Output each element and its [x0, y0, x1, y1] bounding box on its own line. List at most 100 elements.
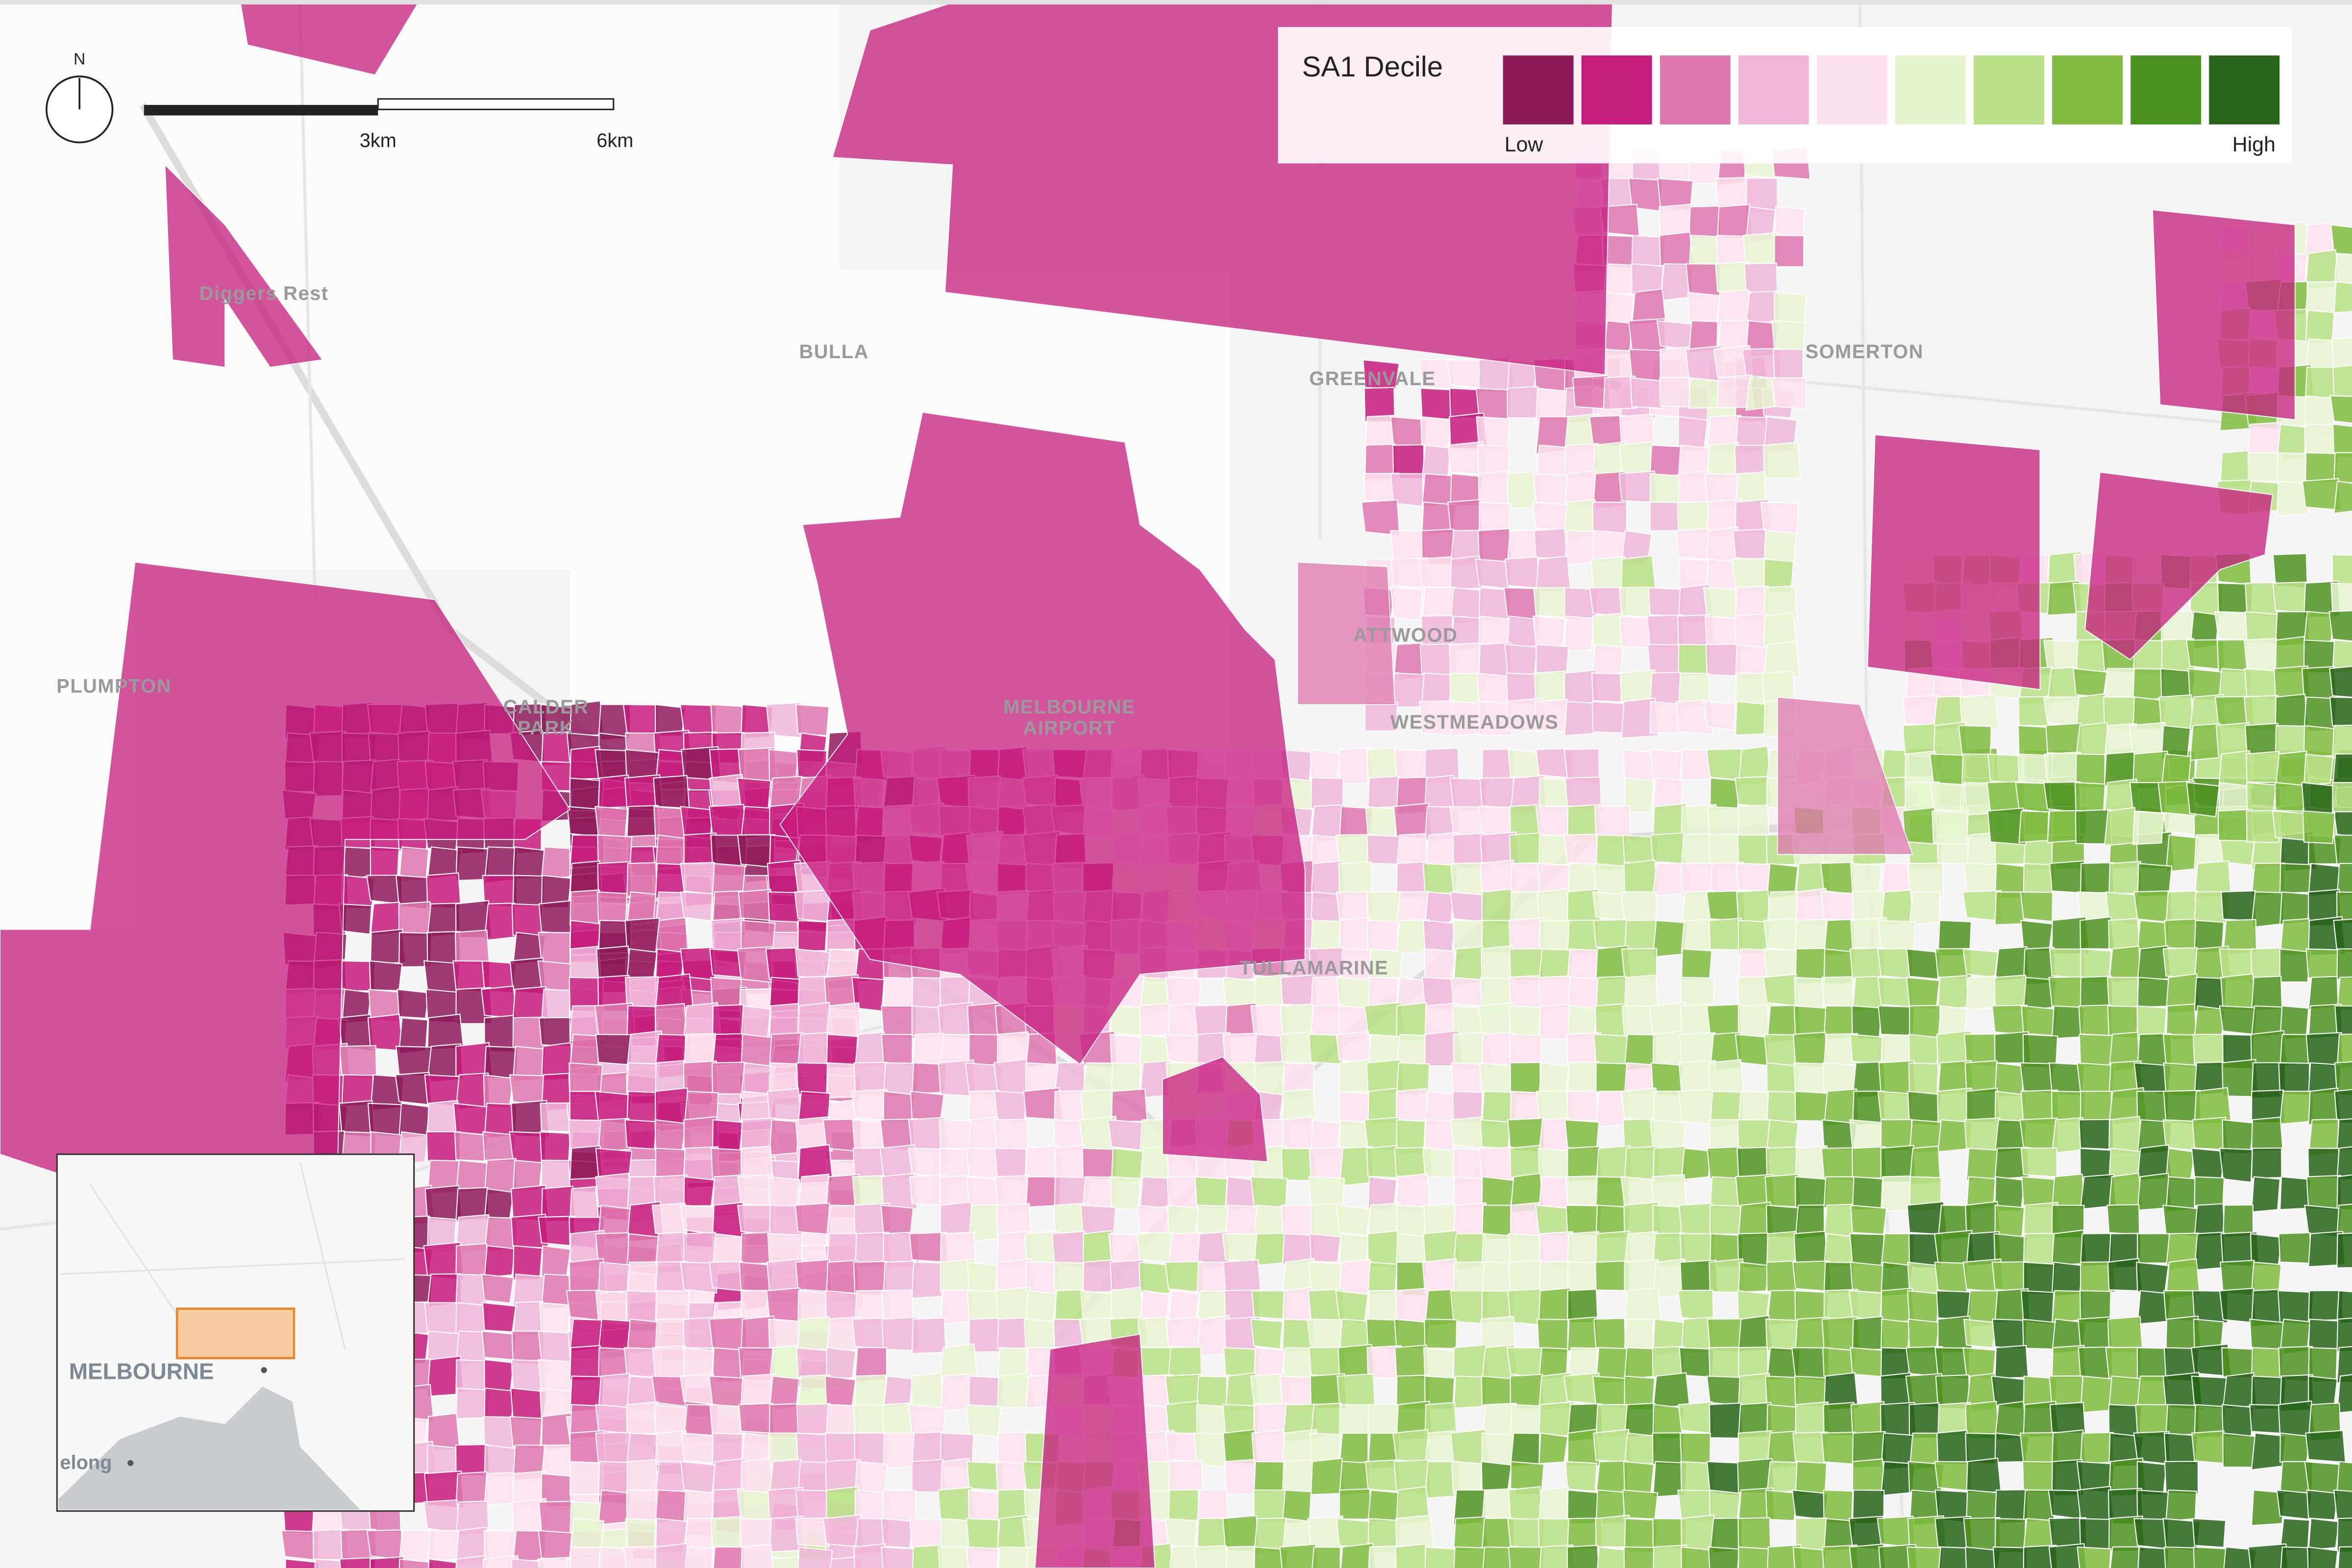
sa1-area [1688, 205, 1722, 240]
sa1-area [797, 920, 828, 952]
sa1-area [1392, 1429, 1432, 1464]
inset-roads [60, 1161, 405, 1349]
sa1-area [2336, 1461, 2352, 1494]
sa1-area [1687, 292, 1721, 324]
sa1-area [2079, 1033, 2114, 1068]
sa1-area [1708, 1546, 1740, 1568]
place-label: TULLAMARINE [1239, 957, 1388, 979]
sa1-area [2137, 977, 2171, 1008]
sa1-area [881, 1033, 913, 1066]
sa1-area [1338, 1488, 1372, 1520]
sa1-area [424, 1302, 461, 1336]
sa1-area [1963, 863, 1998, 896]
sa1-area [2336, 1232, 2352, 1269]
sa1-area [1763, 612, 1797, 647]
sa1-area [1338, 1432, 1369, 1466]
sa1-area [2078, 1316, 2113, 1350]
sa1-area [1763, 917, 1800, 952]
sa1-area [1337, 1373, 1376, 1407]
sa1-area [1253, 1061, 1287, 1096]
sa1-area [967, 1261, 999, 1293]
sa1-area [796, 1403, 832, 1435]
sa1-area [2336, 863, 2352, 897]
sa1-area [1822, 1544, 1859, 1568]
sa1-area [712, 1061, 745, 1095]
sa1-area [2219, 1148, 2253, 1183]
sa1-area [998, 1546, 1031, 1568]
sa1-area [2162, 1204, 2201, 1238]
sa1-area [1139, 1176, 1171, 1210]
sa1-area [938, 1546, 972, 1568]
sa1-area [1849, 1233, 1885, 1268]
place-label: Diggers Rest [199, 283, 329, 304]
sa1-area [1595, 1062, 1629, 1093]
legend: SA1 Decile Low High [1278, 27, 2292, 164]
sa1-area [2334, 1005, 2352, 1037]
scale-label: 6km [596, 130, 633, 151]
sa1-area [1390, 587, 1423, 621]
sa1-area [2279, 1033, 2310, 1067]
sa1-area [709, 1261, 744, 1292]
sa1-area [1423, 1347, 1457, 1380]
sa1-area [2137, 1546, 2170, 1568]
sa1-area [2279, 1090, 2314, 1125]
sa1-area [1766, 1404, 1799, 1435]
sa1-area [1624, 1319, 1654, 1351]
sa1-area [910, 1090, 945, 1121]
sa1-area [484, 1472, 516, 1506]
sa1-area [1821, 1147, 1857, 1182]
sa1-area [1994, 891, 2025, 926]
sa1-area [2279, 1432, 2311, 1463]
sa1-area [883, 1260, 917, 1294]
sa1-area [1310, 777, 1344, 810]
sa1-area [654, 1119, 687, 1152]
sa1-area [2276, 452, 2307, 485]
sa1-area [2336, 1317, 2352, 1352]
sa1-area [1567, 1261, 1603, 1294]
sa1-area [2136, 1261, 2169, 1294]
sa1-area [1366, 891, 1400, 924]
sa1-area [2336, 1174, 2352, 1211]
sa1-area [2328, 610, 2352, 642]
sa1-area [1652, 1372, 1690, 1409]
sa1-area [1335, 1290, 1369, 1325]
sa1-area [2105, 1347, 2142, 1382]
sa1-area [712, 1033, 744, 1067]
sa1-area [1766, 1091, 1802, 1124]
sa1-area [1504, 556, 1540, 589]
sa1-area [1794, 977, 1826, 1009]
sa1-area [2336, 1203, 2352, 1238]
sa1-area [779, 412, 1306, 1065]
sa1-area [596, 891, 628, 925]
sa1-area [2307, 1375, 2338, 1406]
sa1-area [1621, 555, 1657, 591]
sa1-area [595, 1033, 633, 1066]
sa1-area [2251, 1147, 2282, 1179]
sa1-area [710, 834, 747, 867]
sa1-area [1479, 777, 1514, 809]
sa1-area [1168, 1460, 1203, 1494]
sa1-area [2243, 637, 2279, 672]
sa1-area [509, 1416, 543, 1450]
sa1-area [1649, 701, 1682, 734]
sa1-area [1165, 1317, 1202, 1349]
sa1-area [1737, 1004, 1769, 1038]
scale-label: 3km [360, 130, 396, 151]
sa1-area [2136, 1489, 2169, 1520]
sa1-area [2136, 1005, 2167, 1038]
sa1-area [1446, 359, 1482, 389]
sa1-area [1852, 1458, 1886, 1492]
sa1-area [1508, 1546, 1545, 1568]
sa1-area [2043, 639, 2080, 672]
sa1-area [1394, 1147, 1433, 1179]
sa1-area [1603, 375, 1637, 410]
sa1-area [1708, 1347, 1740, 1379]
sa1-area [1774, 235, 1805, 268]
sa1-area [2136, 1233, 2170, 1264]
sa1-area [912, 1544, 943, 1568]
sa1-area [1621, 948, 1658, 981]
sa1-area [1678, 558, 1708, 589]
sa1-area [366, 1529, 403, 1560]
sa1-area [2306, 1546, 2339, 1568]
sa1-area [1450, 862, 1484, 896]
